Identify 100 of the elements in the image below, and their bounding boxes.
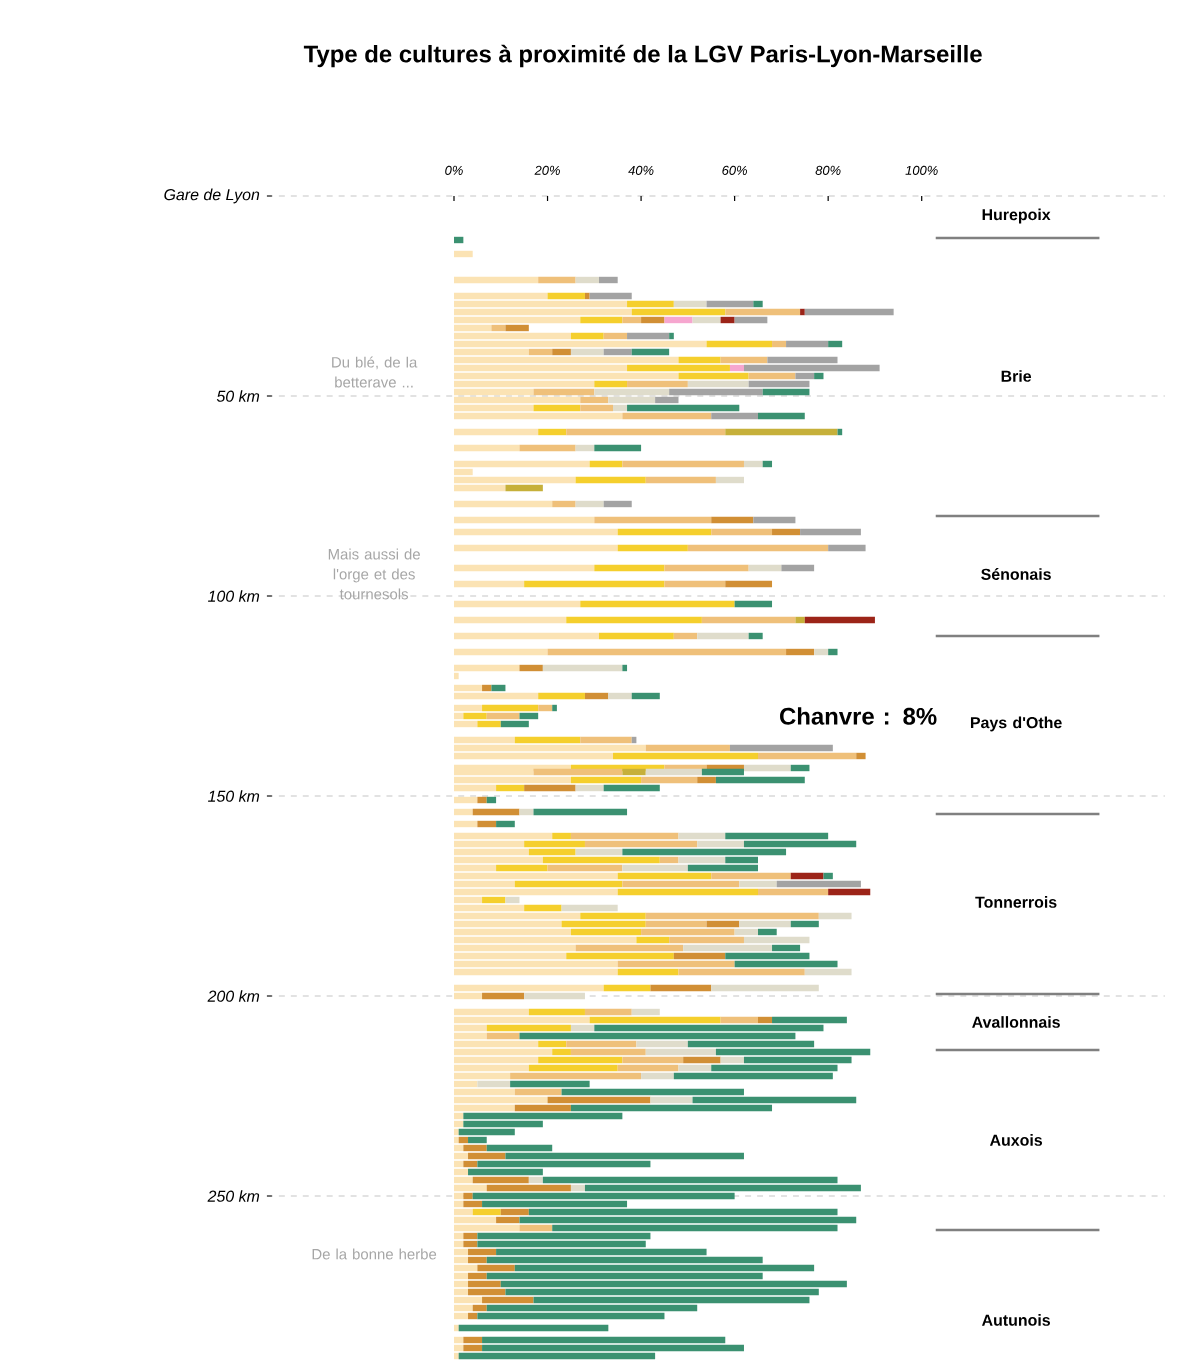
bar: [453, 236, 464, 244]
bar: [477, 796, 487, 804]
bar: [547, 864, 623, 872]
bar: [570, 1184, 585, 1192]
bar: [453, 1336, 464, 1344]
bar: [631, 1008, 660, 1016]
bar: [673, 300, 707, 308]
bar: [486, 796, 497, 804]
bar: [575, 444, 595, 452]
bar: [790, 920, 819, 928]
bar: [482, 684, 492, 692]
bar: [453, 1352, 459, 1360]
bar: [603, 348, 632, 356]
bar: [552, 348, 571, 356]
bar: [617, 544, 688, 552]
bar: [566, 952, 674, 960]
chart-title: Type de cultures à proximité de la LGV Paris-Lyon-Marseille: [303, 44, 982, 68]
bar: [472, 1208, 501, 1216]
bar: [453, 1312, 468, 1320]
bar: [706, 920, 740, 928]
bar: [453, 936, 637, 944]
bar: [650, 1096, 693, 1104]
bar: [453, 1048, 553, 1056]
bar: [720, 1056, 744, 1064]
annotation: Chanvre : 8%: [779, 707, 937, 725]
bar: [458, 1324, 609, 1332]
bar: [453, 300, 628, 308]
bar: [538, 276, 576, 284]
bar: [453, 1136, 459, 1144]
bar: [453, 340, 707, 348]
bar: [538, 1040, 567, 1048]
bar: [711, 528, 772, 536]
bar: [547, 648, 787, 656]
bar: [664, 564, 749, 572]
bar: [645, 744, 730, 752]
bar: [496, 784, 525, 792]
bar: [453, 632, 599, 640]
bar: [631, 348, 670, 356]
bar: [561, 920, 646, 928]
bar: [711, 516, 754, 524]
bar: [538, 428, 567, 436]
bar: [453, 250, 473, 258]
bar: [594, 564, 665, 572]
bar: [505, 484, 543, 492]
bar: [453, 1184, 487, 1192]
bar: [524, 784, 576, 792]
bar: [453, 1296, 483, 1304]
bar: [453, 832, 553, 840]
bar: [519, 664, 543, 672]
bar: [453, 888, 618, 896]
bar: [776, 880, 861, 888]
bar: [453, 744, 646, 752]
bar: [608, 692, 632, 700]
bar: [622, 664, 628, 672]
bar: [453, 1240, 464, 1248]
bar: [505, 896, 520, 904]
bar: [720, 356, 768, 364]
bar: [673, 1072, 833, 1080]
bar: [453, 1128, 459, 1136]
bar: [575, 476, 646, 484]
bar: [683, 1056, 721, 1064]
bar: [453, 564, 595, 572]
bar: [781, 564, 815, 572]
bar: [491, 324, 506, 332]
bar: [486, 1024, 571, 1032]
bar: [453, 544, 618, 552]
bar: [575, 848, 623, 856]
bar: [828, 648, 838, 656]
bar: [790, 764, 810, 772]
bar: [570, 348, 604, 356]
bar: [701, 616, 796, 624]
bar: [453, 1120, 464, 1128]
bar: [472, 808, 520, 816]
bar: [453, 616, 567, 624]
bar: [589, 292, 632, 300]
bar: [664, 316, 693, 324]
bar: [631, 308, 726, 316]
bar: [566, 428, 726, 436]
bar: [566, 616, 702, 624]
bar: [468, 1152, 506, 1160]
bar: [538, 692, 585, 700]
bar: [453, 984, 604, 992]
bar: [570, 332, 604, 340]
bar: [828, 340, 843, 348]
bar: [772, 528, 801, 536]
bar: [542, 664, 623, 672]
bar: [547, 292, 585, 300]
bar: [453, 1144, 464, 1152]
bar: [804, 968, 852, 976]
bar: [533, 808, 628, 816]
bar: [584, 292, 590, 300]
bar: [622, 412, 712, 420]
bar: [453, 796, 478, 804]
bar: [594, 444, 642, 452]
bar: [584, 1008, 632, 1016]
bar: [524, 904, 562, 912]
bar: [575, 784, 604, 792]
bar: [627, 332, 670, 340]
bar: [552, 500, 576, 508]
bar: [519, 1216, 857, 1224]
